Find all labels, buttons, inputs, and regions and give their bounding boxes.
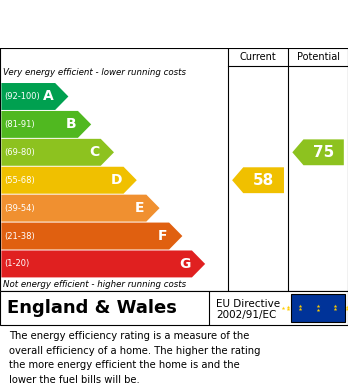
Polygon shape <box>1 167 137 194</box>
Text: (55-68): (55-68) <box>4 176 35 185</box>
Text: (39-54): (39-54) <box>4 204 35 213</box>
Text: B: B <box>65 117 76 131</box>
Polygon shape <box>1 83 68 110</box>
Text: E: E <box>135 201 145 215</box>
Polygon shape <box>1 111 91 138</box>
FancyBboxPatch shape <box>0 291 348 325</box>
Polygon shape <box>1 222 182 249</box>
Polygon shape <box>1 195 159 222</box>
Text: Very energy efficient - lower running costs: Very energy efficient - lower running co… <box>3 68 187 77</box>
Text: (81-91): (81-91) <box>4 120 35 129</box>
Polygon shape <box>1 251 205 277</box>
Text: Current: Current <box>240 52 276 62</box>
Text: A: A <box>43 90 54 104</box>
Text: (92-100): (92-100) <box>4 92 40 101</box>
Polygon shape <box>232 167 284 193</box>
Text: 2002/91/EC: 2002/91/EC <box>216 310 276 319</box>
Bar <box>291 294 345 322</box>
Text: G: G <box>179 257 190 271</box>
Text: F: F <box>158 229 167 243</box>
Text: Not energy efficient - higher running costs: Not energy efficient - higher running co… <box>3 280 187 289</box>
Text: Potential: Potential <box>296 52 340 62</box>
Polygon shape <box>292 139 344 165</box>
Text: the more energy efficient the home is and the: the more energy efficient the home is an… <box>9 361 239 370</box>
Text: (1-20): (1-20) <box>4 260 30 269</box>
Text: The energy efficiency rating is a measure of the: The energy efficiency rating is a measur… <box>9 331 249 341</box>
Text: EU Directive: EU Directive <box>216 299 280 309</box>
Text: 75: 75 <box>313 145 334 160</box>
Text: lower the fuel bills will be.: lower the fuel bills will be. <box>9 375 140 385</box>
Text: Energy Efficiency Rating: Energy Efficiency Rating <box>9 16 238 34</box>
Text: 58: 58 <box>253 173 274 188</box>
Text: England & Wales: England & Wales <box>7 299 177 317</box>
Text: C: C <box>89 145 99 159</box>
Text: overall efficiency of a home. The higher the rating: overall efficiency of a home. The higher… <box>9 346 260 356</box>
Text: (69-80): (69-80) <box>4 148 35 157</box>
Text: (21-38): (21-38) <box>4 231 35 240</box>
Text: D: D <box>110 173 122 187</box>
Polygon shape <box>1 139 114 166</box>
